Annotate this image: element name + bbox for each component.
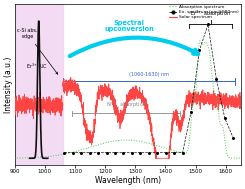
Bar (14, 4, 63, 165)
Text: Spectral
upconversion: Spectral upconversion (104, 20, 154, 32)
Legend: Absorption spectrum, Ex. spectrum (em@980nm), Solar spectrum: Absorption spectrum, Ex. spectrum (em@98… (169, 5, 239, 19)
X-axis label: Wavelength (nm): Wavelength (nm) (95, 176, 161, 185)
Text: Er$^{3+}$ UC: Er$^{3+}$ UC (26, 62, 48, 71)
Text: c-Si abs.
edge: c-Si abs. edge (17, 28, 58, 74)
Text: (1060-1630) nm: (1060-1630) nm (129, 72, 169, 77)
Text: Er$^{3+}$ absorption: Er$^{3+}$ absorption (190, 9, 231, 19)
Y-axis label: Intensity (a.u.): Intensity (a.u.) (4, 57, 13, 113)
Text: Ni$^{2+}$ absorption: Ni$^{2+}$ absorption (106, 100, 147, 110)
